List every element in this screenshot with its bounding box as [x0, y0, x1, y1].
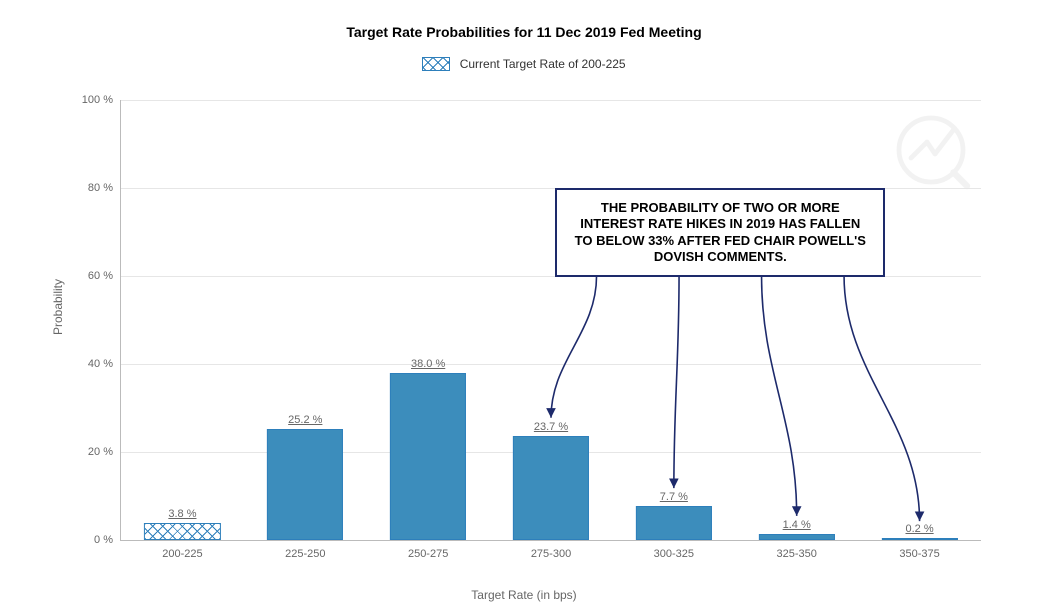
bar-value-label: 25.2 %: [288, 414, 322, 430]
x-tick: 200-225: [162, 540, 202, 560]
y-tick: 60 %: [88, 270, 121, 282]
chart-container: Target Rate Probabilities for 11 Dec 201…: [0, 0, 1048, 614]
gridline: [121, 364, 981, 365]
legend-swatch: [422, 57, 450, 71]
watermark-icon: [891, 110, 971, 190]
callout-annotation: THE PROBABILITY OF TWO OR MORE INTEREST …: [555, 188, 885, 277]
x-tick: 300-325: [654, 540, 694, 560]
x-tick: 275-300: [531, 540, 571, 560]
bar-value-label: 0.2 %: [905, 523, 933, 539]
x-tick: 350-375: [899, 540, 939, 560]
x-tick: 325-350: [777, 540, 817, 560]
bar-value-label: 7.7 %: [660, 491, 688, 507]
bar: 25.2 %: [267, 429, 343, 540]
gridline: [121, 100, 981, 101]
plot-area: 0 %20 %40 %60 %80 %100 %3.8 %200-22525.2…: [120, 100, 981, 541]
bar: 23.7 %: [513, 436, 589, 540]
x-tick: 225-250: [285, 540, 325, 560]
y-tick: 0 %: [94, 534, 121, 546]
y-tick: 80 %: [88, 182, 121, 194]
y-tick: 100 %: [82, 94, 121, 106]
bar-value-label: 1.4 %: [783, 519, 811, 535]
bar: 7.7 %: [636, 506, 712, 540]
bar-value-label: 38.0 %: [411, 358, 445, 374]
bar-value-label: 3.8 %: [168, 508, 196, 524]
y-axis-label: Probability: [51, 279, 65, 335]
y-tick: 40 %: [88, 358, 121, 370]
chart-title: Target Rate Probabilities for 11 Dec 201…: [0, 24, 1048, 40]
x-tick: 250-275: [408, 540, 448, 560]
legend-label: Current Target Rate of 200-225: [460, 57, 626, 71]
bar: 38.0 %: [390, 373, 466, 540]
x-axis-label: Target Rate (in bps): [0, 588, 1048, 602]
legend: Current Target Rate of 200-225: [0, 56, 1048, 71]
y-tick: 20 %: [88, 446, 121, 458]
bar-value-label: 23.7 %: [534, 421, 568, 437]
bar: 3.8 %: [144, 523, 220, 540]
